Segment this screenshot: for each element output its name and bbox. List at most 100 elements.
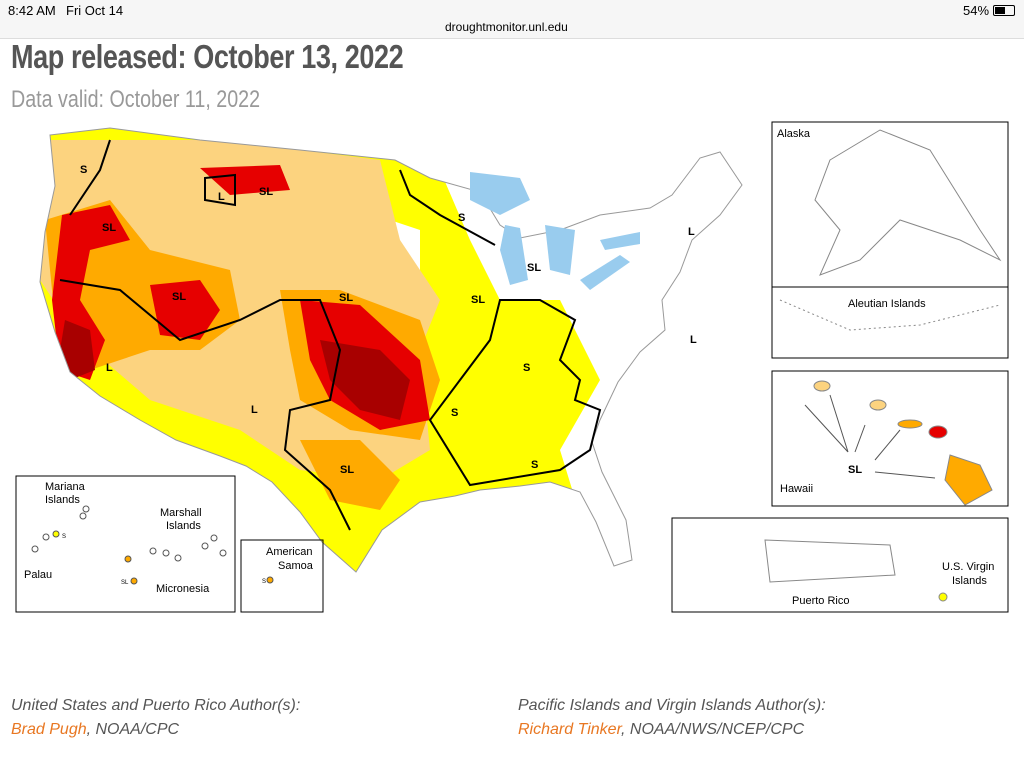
- impact-label: L: [688, 226, 695, 238]
- region-labels: Alaska Aleutian Islands Hawaii Puerto Ri…: [24, 128, 994, 607]
- insets: [15, 121, 1009, 613]
- severe-drought-texas: [300, 440, 400, 510]
- boundary-west: [59, 139, 351, 531]
- author-affiliation: , NOAA/NWS/NCEP/CPC: [621, 721, 805, 738]
- island: [79, 512, 87, 520]
- impact-label: SL: [172, 291, 186, 303]
- island: [210, 534, 218, 542]
- impact-labels: S SL L SL S L SL SL SL SL L L L S S S SL…: [62, 164, 862, 586]
- impact-label: S: [458, 212, 465, 224]
- impact-boundaries: [59, 139, 602, 531]
- region-label: U.S. Virgin: [942, 561, 994, 573]
- battery-level: [995, 7, 1005, 14]
- impact-label: SL: [340, 464, 354, 476]
- impact-label: L: [218, 191, 225, 203]
- puerto-rico-inset: [671, 517, 1009, 613]
- hawaii-islands: [804, 380, 993, 506]
- exceptional-drought-ca: [60, 320, 95, 380]
- impact-label: SL: [848, 464, 862, 476]
- island: [219, 549, 227, 557]
- region-label: Puerto Rico: [792, 595, 849, 607]
- url[interactable]: droughtmonitor.unl.edu: [445, 20, 568, 34]
- region-label: Samoa: [278, 560, 314, 572]
- extreme-drought-mt: [200, 165, 290, 195]
- aleutian-chain: [779, 299, 1001, 331]
- region-label: Islands: [45, 494, 80, 506]
- impact-label: S: [80, 164, 87, 176]
- region-label: Islands: [166, 520, 201, 532]
- impact-label: SL: [259, 186, 273, 198]
- status-bar: 8:42 AM Fri Oct 14 droughtmonitor.unl.ed…: [0, 0, 1024, 39]
- impact-label: SL: [121, 580, 129, 586]
- leader-lines: [804, 394, 936, 479]
- lake-erie: [580, 255, 630, 290]
- impact-label: SL: [102, 222, 116, 234]
- lake-superior: [470, 172, 530, 215]
- pacific-islands: [31, 505, 274, 585]
- island: [124, 555, 132, 563]
- impact-label: L: [251, 404, 258, 416]
- author-heading: Pacific Islands and Virgin Islands Autho…: [518, 697, 826, 714]
- impact-label: S: [62, 534, 66, 540]
- pacific-inset: [15, 475, 236, 613]
- puerto-rico-shape: [764, 539, 896, 583]
- island: [928, 425, 948, 439]
- impact-label: S: [451, 407, 458, 419]
- hawaii-inset: [771, 370, 1009, 507]
- region-label: Palau: [24, 569, 52, 581]
- island: [813, 380, 831, 392]
- impact-label: SL: [339, 292, 353, 304]
- island: [869, 399, 887, 411]
- author-affiliation: , NOAA/CPC: [86, 721, 180, 738]
- island: [201, 542, 209, 550]
- impact-label: L: [690, 334, 697, 346]
- us-outline: [39, 127, 743, 573]
- extreme-drought-nv: [150, 280, 220, 340]
- alaska-shape: [814, 129, 1002, 276]
- island: [82, 505, 90, 513]
- virgin-island: [938, 592, 948, 602]
- subtitle: Data valid: October 11, 2022: [11, 86, 261, 113]
- region-label: Marshall: [160, 507, 202, 519]
- battery-icon: [993, 5, 1015, 16]
- island: [266, 576, 274, 584]
- author-line: Richard Tinker, NOAA/NWS/NCEP/CPC: [518, 721, 804, 739]
- island: [162, 549, 170, 557]
- boundary-mt: [204, 173, 236, 207]
- boundary-south: [428, 299, 602, 487]
- region-label: Alaska: [777, 128, 811, 140]
- impact-label: S: [523, 362, 530, 374]
- island: [130, 577, 138, 585]
- author-heading: United States and Puerto Rico Author(s):: [11, 697, 301, 714]
- drought-map: S SL L SL S L SL SL SL SL L L L S S S SL…: [15, 121, 1009, 613]
- region-label: Hawaii: [780, 483, 813, 495]
- impact-label: SL: [471, 294, 485, 306]
- exceptional-drought-plains: [320, 340, 410, 420]
- region-label: Micronesia: [156, 583, 210, 595]
- samoa-inset: [240, 539, 324, 613]
- region-label: Mariana: [45, 481, 86, 493]
- island: [42, 533, 50, 541]
- impact-label: S: [531, 459, 538, 471]
- region-label: Islands: [952, 575, 987, 587]
- region-label: American: [266, 546, 312, 558]
- battery: 54%: [963, 3, 990, 18]
- author-link[interactable]: Richard Tinker: [518, 721, 622, 738]
- impact-label: S: [262, 579, 266, 585]
- author-line: Brad Pugh, NOAA/CPC: [11, 721, 179, 739]
- lake-ontario: [600, 232, 640, 250]
- time: 8:42 AM: [8, 3, 56, 18]
- impact-label: L: [106, 362, 113, 374]
- region-label: Aleutian Islands: [848, 298, 926, 310]
- island: [149, 547, 157, 555]
- boundary-north: [399, 169, 496, 246]
- big-island: [944, 454, 993, 506]
- island: [52, 530, 60, 538]
- date: Fri Oct 14: [66, 3, 124, 18]
- impact-label: SL: [527, 262, 541, 274]
- island: [897, 419, 923, 429]
- author-link[interactable]: Brad Pugh: [11, 721, 87, 738]
- island: [174, 554, 182, 562]
